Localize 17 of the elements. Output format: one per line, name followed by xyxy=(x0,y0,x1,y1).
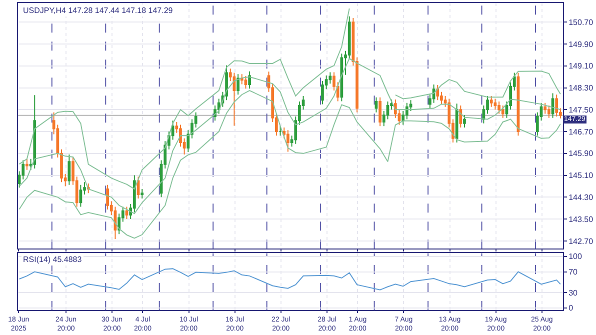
y-tick-label: 145.90 xyxy=(568,149,594,158)
y-tick-label: 147.50 xyxy=(568,105,594,114)
y-tick-label: 143.50 xyxy=(568,214,594,224)
y-tick-label: 146.70 xyxy=(568,127,594,136)
y-tick-label: 150.70 xyxy=(568,18,594,27)
y-tick-label: 144.30 xyxy=(568,192,594,202)
y-tick-label: 145.10 xyxy=(568,171,594,180)
y-tick-label: 70 xyxy=(568,268,578,277)
y-tick-label: 149.10 xyxy=(568,62,594,71)
chart-title: RSI(14) 45.4883 xyxy=(23,255,82,264)
y-tick-label: 0 xyxy=(568,304,574,313)
y-tick-label: 148.30 xyxy=(568,84,594,93)
y-tick-label: 30 xyxy=(568,288,578,298)
y-tick-label: 142.70 xyxy=(568,236,594,246)
chart-title: USDJPY,H4 147.28 147.44 147.18 147.29 xyxy=(23,6,174,15)
y-tick-label: 100 xyxy=(568,252,582,262)
y-tick-label: 149.90 xyxy=(568,40,594,49)
